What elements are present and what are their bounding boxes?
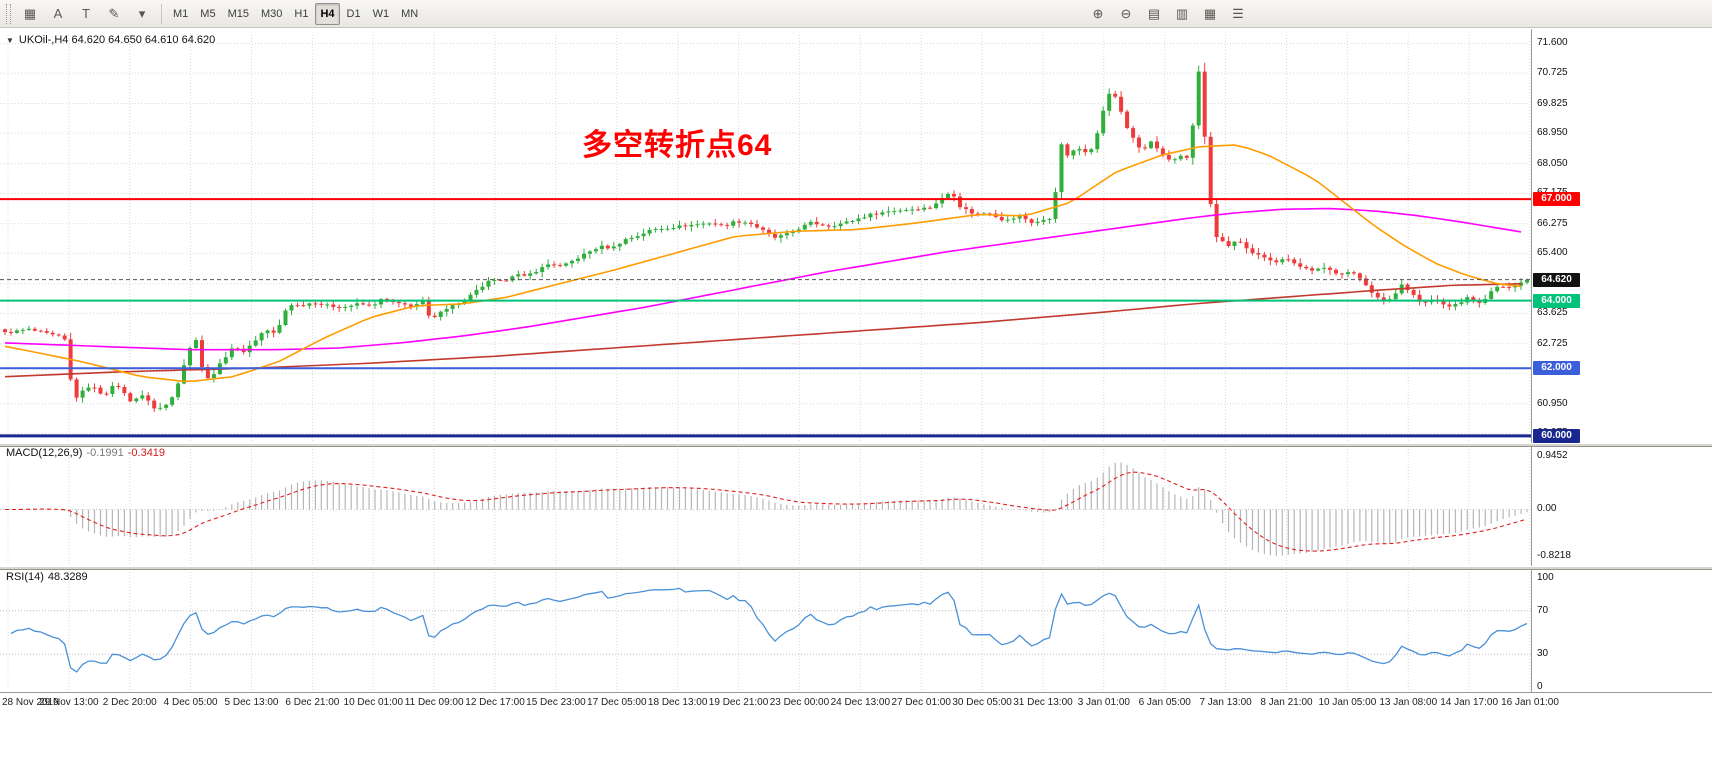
timeframe-button-h1[interactable]: H1 [294,7,309,20]
time-tick: 10 Jan 05:00 [1318,697,1377,708]
zoom-out-icon[interactable]: ⊖ [1120,6,1132,21]
rsi-label: RSI(14) 48.3289 [6,571,92,583]
time-tick: 12 Dec 17:00 [465,697,525,708]
draw-tools-caret-icon[interactable]: ▾ [138,5,146,21]
timeframe-button-w1[interactable]: W1 [372,7,390,20]
toolbar-separator [161,3,162,24]
pane-splitter-rsi[interactable] [0,566,1712,570]
zoom-in-icon[interactable]: ⊕ [1092,6,1104,21]
drawing-tools-group: ▦ A T ✎ ▾ [17,3,155,25]
time-tick: 10 Dec 01:00 [343,697,404,708]
annotation-text: 多空转折点64 [582,129,773,162]
time-tick: 13 Jan 08:00 [1379,697,1438,708]
symbol-ohlc-label: ▼ UKOil-,H4 64.620 64.650 64.610 64.620 [6,34,215,46]
toolbar-grip[interactable] [6,3,11,24]
time-tick: 3 Jan 01:00 [1077,697,1130,708]
time-tick: 2 Dec 20:00 [102,697,157,708]
timeframe-button-h4[interactable]: H4 [315,2,340,25]
timeframe-button-m1[interactable]: M1 [173,7,189,20]
time-tick: 17 Dec 05:00 [587,697,647,708]
time-tick: 24 Dec 13:00 [830,697,891,708]
tile-vertical-icon[interactable]: ▥ [1175,6,1189,21]
time-tick: 14 Jan 17:00 [1440,697,1499,708]
rsi-value: 48.3289 [47,571,88,583]
time-tick: 11 Dec 09:00 [404,697,464,708]
timeframe-toolbar: M1 M5 M15 M30 H1 H4 D1 W1 MN [168,2,423,25]
macd-name: MACD(12,26,9) [6,447,83,459]
timeframe-button-m30[interactable]: M30 [260,7,283,20]
time-axis[interactable]: 28 Nov 2019 29 Nov 13:00 2 Dec 20:00 4 Dec … [0,697,1712,711]
time-tick: 19 Dec 21:00 [708,697,769,708]
rsi-name: RSI(14) [6,571,44,583]
time-tick: 7 Jan 13:00 [1199,697,1252,708]
time-tick: 27 Dec 01:00 [891,697,951,708]
time-tick: 18 Dec 13:00 [647,697,708,708]
time-tick: 4 Dec 05:00 [163,697,218,708]
pane-splitter-macd[interactable] [0,443,1712,447]
macd-signal-value: -0.3419 [127,447,166,459]
time-tick: 29 Nov 13:00 [39,697,99,708]
top-toolbar: ▦ A T ✎ ▾ M1 M5 M15 M30 H1 H4 D1 W1 MN ⊕ ⊖ ▤ ▥ ▦ ☰ [0,0,1712,28]
time-tick: 23 Dec 00:00 [769,697,830,708]
text-tool-icon[interactable]: T [82,6,90,21]
collapse-ohlc-icon[interactable]: ▼ [6,35,14,45]
time-tick: 15 Dec 23:00 [526,697,586,708]
time-tick: 5 Dec 13:00 [224,697,279,708]
macd-main-value: -0.1991 [86,447,124,459]
ohlc-text: UKOil-,H4 64.620 64.650 64.610 64.620 [18,34,216,46]
timeframe-button-d1[interactable]: D1 [346,7,361,20]
time-tick: 31 Dec 13:00 [1013,697,1073,708]
tile-horizontal-icon[interactable]: ▤ [1147,6,1161,21]
time-tick: 6 Jan 05:00 [1138,697,1191,708]
charts-grid-icon[interactable]: ▦ [23,5,37,21]
window-list-icon[interactable]: ☰ [1232,6,1244,21]
time-tick: 8 Jan 21:00 [1260,697,1313,708]
annotate-letter-icon[interactable]: A [53,6,63,21]
time-tick: 6 Dec 21:00 [285,697,340,708]
timeframe-button-mn[interactable]: MN [401,7,419,20]
draw-tools-icon[interactable]: ✎ [108,5,120,21]
timeframe-button-m15[interactable]: M15 [227,7,249,20]
tile-grid-icon[interactable]: ▦ [1203,6,1217,21]
time-tick: 16 Jan 01:00 [1501,697,1559,708]
timeframe-button-m5[interactable]: M5 [200,7,216,20]
window-tools-group: ⊕ ⊖ ▤ ▥ ▦ ☰ [1085,3,1251,25]
time-tick: 30 Dec 05:00 [952,697,1012,708]
macd-label: MACD(12,26,9) -0.1991 -0.3419 [6,447,169,459]
time-tick: 28 Nov 2019 [2,697,59,708]
